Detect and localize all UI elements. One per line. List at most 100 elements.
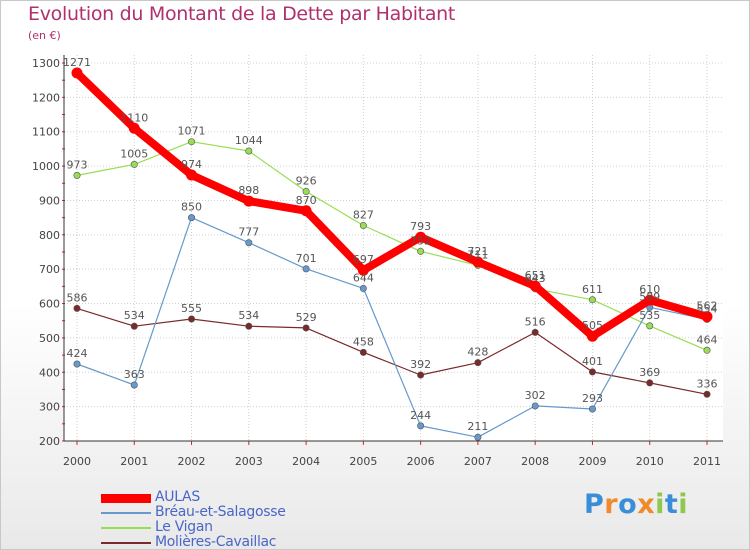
logo-letter: t [664,489,679,520]
data-label-aulas: 793 [410,220,431,233]
data-point-breau-et-salagosse [417,422,425,430]
data-point-le-vigan [188,138,196,146]
logo-letter: x [637,489,656,520]
chart-title: Evolution du Montant de la Dette par Hab… [28,3,456,25]
x-tick-label: 2002 [178,455,206,468]
x-tick-label: 2004 [292,455,320,468]
chart-unit: (en €) [28,29,61,42]
series-line-aulas [73,69,711,341]
data-point-molieres-cavaillac [474,359,482,367]
data-label-aulas: 651 [525,269,546,282]
data-label-breau-et-salagosse: 554 [697,302,718,315]
data-label-aulas: 505 [582,319,603,332]
data-point-aulas [243,195,255,207]
x-tick-label: 2003 [235,455,263,468]
data-label-breau-et-salagosse: 293 [582,392,603,405]
y-tick-label: 1300 [32,57,60,70]
y-tick-label: 700 [39,263,60,276]
data-label-breau-et-salagosse: 589 [639,290,660,303]
logo-letter: r [604,489,619,520]
data-label-le-vigan: 464 [697,333,718,346]
data-point-breau-et-salagosse [245,239,253,247]
x-tick-label: 2007 [464,455,492,468]
legend-label: Le Vigan [155,519,213,535]
x-tick-label: 2010 [636,455,664,468]
series-line-molieres-cavaillac [76,307,708,395]
data-label-le-vigan: 643 [525,272,546,285]
data-label-breau-et-salagosse: 244 [410,409,431,422]
y-tick-label: 900 [39,194,60,207]
data-label-molieres-cavaillac: 369 [639,366,660,379]
data-point-molieres-cavaillac [130,322,138,330]
legend-swatch [101,542,151,544]
y-tick-label: 500 [39,332,60,345]
y-tick-label: 1000 [32,160,60,173]
legend-swatch [101,493,151,503]
legend-label: Molières-Cavaillac [155,534,277,550]
data-point-le-vigan [703,346,711,354]
data-label-aulas: 610 [639,283,660,296]
data-point-aulas [186,169,198,181]
data-label-aulas: 697 [353,253,374,266]
y-tick-label: 300 [39,401,60,414]
data-label-molieres-cavaillac: 529 [296,311,317,324]
data-label-le-vigan: 1071 [178,125,206,138]
data-label-le-vigan: 1044 [235,134,263,147]
y-tick-label: 600 [39,298,60,311]
data-point-le-vigan [588,296,596,304]
data-label-aulas: 562 [697,300,718,313]
data-point-breau-et-salagosse [302,265,310,273]
data-point-molieres-cavaillac [73,304,81,312]
data-point-aulas [300,205,312,217]
data-label-le-vigan: 611 [582,283,603,296]
data-point-le-vigan [646,322,654,330]
data-point-breau-et-salagosse [531,402,539,410]
data-point-aulas [128,122,140,134]
x-tick-label: 2009 [578,455,606,468]
y-tick-label: 200 [39,435,60,448]
series-line-breau-et-salagosse [76,217,708,438]
data-label-molieres-cavaillac: 458 [353,335,374,348]
data-point-molieres-cavaillac [245,322,253,330]
data-label-le-vigan: 711 [467,248,488,261]
data-point-le-vigan [73,171,81,179]
y-tick-label: 1100 [32,126,60,139]
y-tick-label: 800 [39,229,60,242]
plot-area [64,55,723,441]
legend-label: Bréau-et-Salagosse [155,504,286,520]
data-label-breau-et-salagosse: 777 [238,226,259,239]
data-label-breau-et-salagosse: 211 [467,420,488,433]
logo-letter: i [678,489,689,520]
data-label-breau-et-salagosse: 363 [124,368,145,381]
data-label-molieres-cavaillac: 516 [525,315,546,328]
data-point-le-vigan [130,160,138,168]
data-label-le-vigan: 752 [410,234,431,247]
data-point-le-vigan [359,222,367,230]
data-label-le-vigan: 1005 [120,147,148,160]
data-point-aulas [472,256,484,268]
data-label-molieres-cavaillac: 534 [124,309,145,322]
data-point-le-vigan [417,247,425,255]
data-label-molieres-cavaillac: 428 [467,346,488,359]
data-label-aulas: 898 [238,184,259,197]
data-point-breau-et-salagosse [474,433,482,441]
data-point-molieres-cavaillac [703,390,711,398]
x-tick-label: 2006 [407,455,435,468]
data-label-breau-et-salagosse: 302 [525,389,546,402]
data-label-le-vigan: 926 [296,175,317,188]
data-point-aulas [71,67,83,79]
legend-swatch [101,512,151,514]
data-label-breau-et-salagosse: 644 [353,271,374,284]
data-label-molieres-cavaillac: 534 [238,309,259,322]
data-point-molieres-cavaillac [359,348,367,356]
x-tick-label: 2008 [521,455,549,468]
data-point-molieres-cavaillac [417,371,425,379]
logo-letter: i [655,489,665,520]
data-point-aulas [529,280,541,292]
x-tick-label: 2005 [349,455,377,468]
data-point-breau-et-salagosse [73,360,81,368]
y-tick-label: 400 [39,366,60,379]
data-point-breau-et-salagosse [359,284,367,292]
data-label-molieres-cavaillac: 555 [181,302,202,315]
